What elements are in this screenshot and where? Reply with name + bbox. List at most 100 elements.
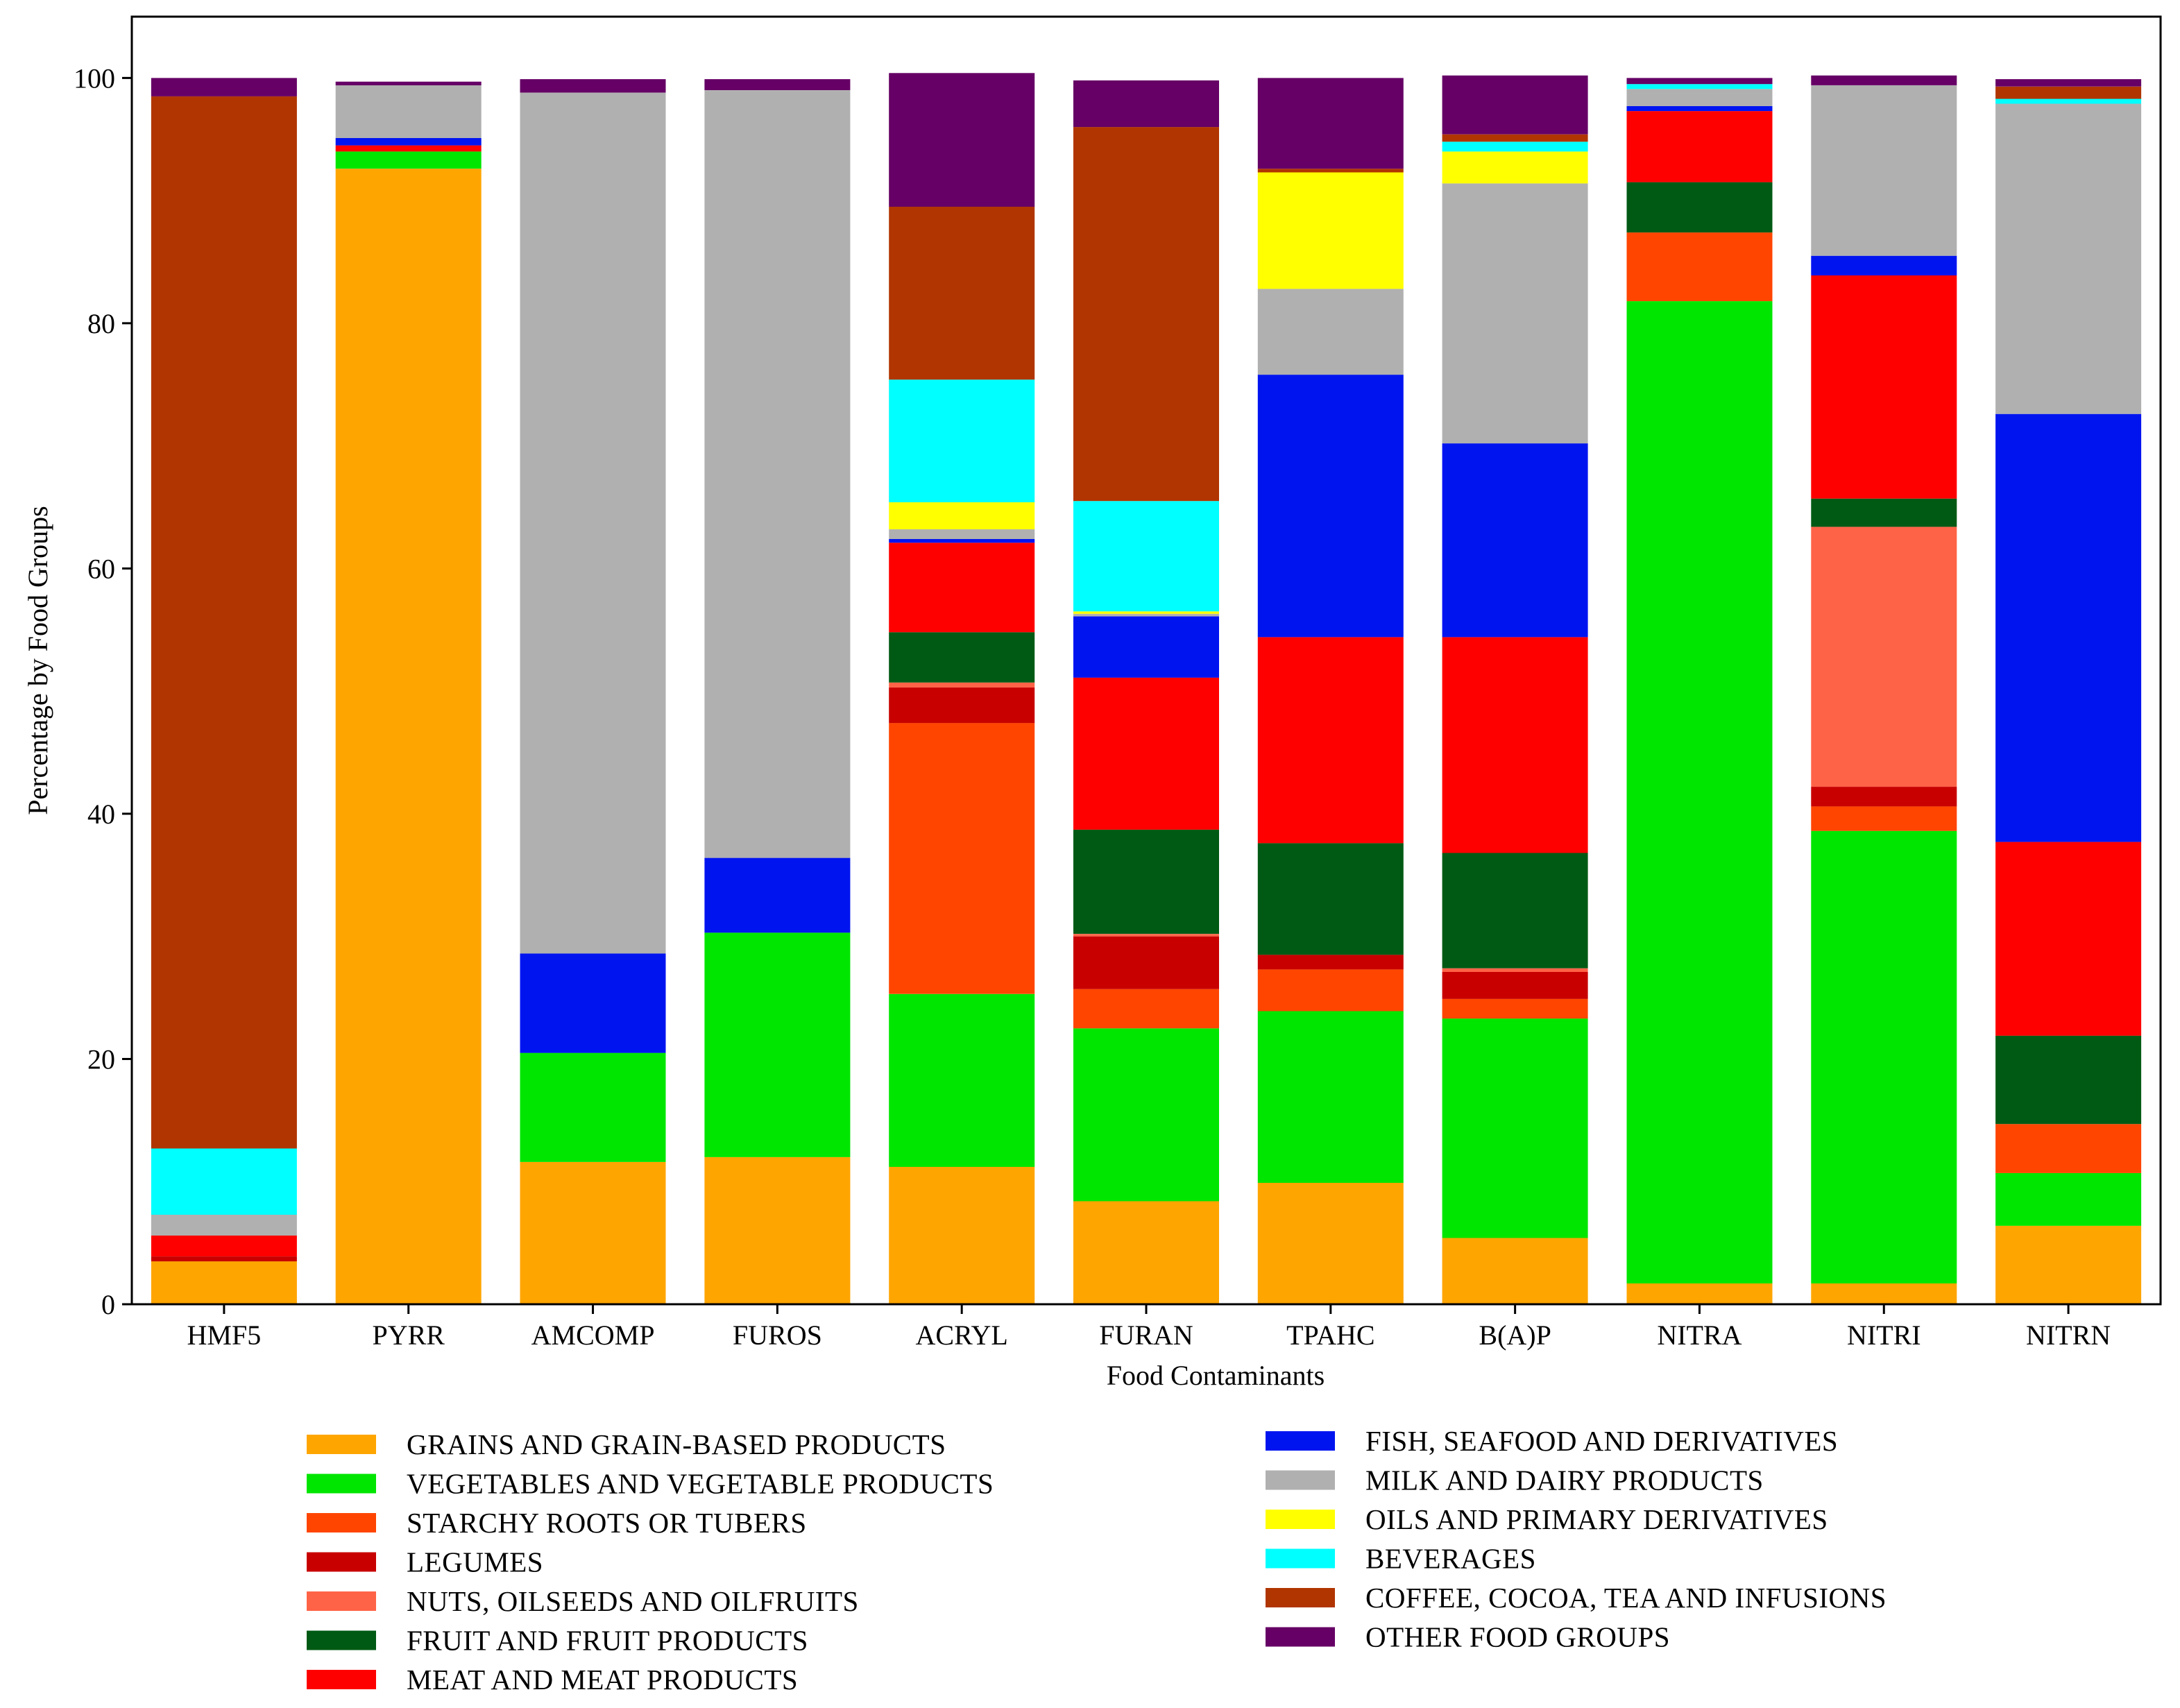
- legend-label: COFFEE, COCOA, TEA AND INFUSIONS: [1365, 1582, 1887, 1614]
- bar-segment: [1073, 613, 1219, 617]
- bar-segment: [1257, 289, 1404, 375]
- bar-segment: [1257, 169, 1404, 173]
- bar-segment: [1073, 127, 1219, 502]
- bar-segment: [704, 932, 851, 1157]
- bar-segment: [1626, 232, 1773, 302]
- bar-segment: [889, 539, 1035, 543]
- y-tick-label: 20: [87, 1043, 115, 1075]
- bar-segment: [1442, 853, 1588, 968]
- bar-segment: [1073, 616, 1219, 678]
- bar-segment: [1811, 255, 1957, 275]
- bar-segment: [1442, 1018, 1588, 1238]
- bar-layer: [151, 73, 2142, 1305]
- bar-segment: [151, 1261, 297, 1304]
- bar-segment: [1811, 498, 1957, 527]
- bar-segment: [1257, 1183, 1404, 1304]
- legend-label: MILK AND DAIRY PRODUCTS: [1365, 1464, 1764, 1496]
- bar-segment: [1442, 443, 1588, 638]
- x-tick-label: NITRN: [2026, 1320, 2111, 1351]
- bar-segment: [889, 207, 1035, 380]
- legend-swatch: [1266, 1627, 1335, 1647]
- bar-segment: [704, 857, 851, 933]
- legend-label: MEAT AND MEAT PRODUCTS: [407, 1664, 798, 1696]
- legend-swatch: [307, 1630, 376, 1650]
- bar-segment: [1442, 151, 1588, 184]
- bar-segment: [889, 632, 1035, 683]
- legend-swatch: [1266, 1588, 1335, 1607]
- y-tick-label: 100: [74, 62, 115, 94]
- bar-segment: [1995, 842, 2142, 1036]
- y-tick-label: 80: [87, 308, 115, 339]
- bar-segment: [1995, 86, 2142, 99]
- bar-segment: [1995, 1035, 2142, 1125]
- bar-segment: [1442, 968, 1588, 972]
- bar-segment: [1073, 934, 1219, 937]
- bar-segment: [1626, 1283, 1773, 1304]
- bar-segment: [1073, 829, 1219, 934]
- bar-segment: [1626, 78, 1773, 85]
- legend-swatch: [1266, 1548, 1335, 1569]
- y-tick-label: 40: [87, 799, 115, 830]
- bar-segment: [889, 502, 1035, 529]
- legend-swatch: [307, 1513, 376, 1532]
- legend: GRAINS AND GRAIN-BASED PRODUCTS VEGETABLE…: [307, 1425, 1887, 1696]
- legend-label: OTHER FOOD GROUPS: [1365, 1621, 1670, 1653]
- x-axis-title: Food Contaminants: [1107, 1360, 1325, 1391]
- bar-segment: [1626, 182, 1773, 233]
- bar-segment: [1626, 106, 1773, 112]
- bar-segment: [1811, 85, 1957, 256]
- bar-segment: [889, 687, 1035, 724]
- bar-segment: [1995, 1172, 2142, 1226]
- bar-segment: [1811, 527, 1957, 787]
- x-tick-label: AMCOMP: [531, 1320, 655, 1351]
- bar-segment: [1442, 142, 1588, 152]
- x-tick-label: ACRYL: [916, 1320, 1008, 1351]
- x-tick-label: NITRI: [1847, 1320, 1921, 1351]
- y-axis: 0 20 40 60 80 100: [74, 62, 132, 1320]
- bar-segment: [1995, 1124, 2142, 1173]
- bar-segment: [1995, 79, 2142, 87]
- bar-segment: [889, 1167, 1035, 1304]
- bar-segment: [1811, 75, 1957, 85]
- bar-segment: [1257, 637, 1404, 844]
- bar-segment: [889, 723, 1035, 994]
- bar-segment: [889, 73, 1035, 207]
- x-tick-label: NITRA: [1657, 1320, 1742, 1351]
- bar-segment: [1626, 111, 1773, 182]
- legend-label: LEGUMES: [407, 1546, 543, 1578]
- bar-segment: [1073, 501, 1219, 612]
- legend-swatch: [307, 1435, 376, 1454]
- bar-segment: [151, 78, 297, 96]
- bar-segment: [1995, 103, 2142, 414]
- bar-segment: [1257, 955, 1404, 970]
- bar-segment: [520, 1162, 666, 1304]
- bar-segment: [704, 90, 851, 858]
- bar-segment: [1073, 80, 1219, 128]
- bar-segment: [889, 993, 1035, 1167]
- bar-segment: [1073, 936, 1219, 989]
- bar-segment: [335, 81, 482, 85]
- bar-segment: [1811, 275, 1957, 499]
- bar-segment: [335, 169, 482, 1305]
- bar-segment: [1995, 99, 2142, 104]
- legend-swatch: [307, 1591, 376, 1611]
- bar-segment: [704, 1156, 851, 1304]
- bar-segment: [1442, 1238, 1588, 1304]
- x-tick-label: PYRR: [372, 1320, 445, 1351]
- bar-segment: [889, 682, 1035, 688]
- bar-segment: [520, 953, 666, 1053]
- x-tick-label: FUROS: [733, 1320, 822, 1351]
- bar-segment: [1257, 172, 1404, 289]
- bar-segment: [1073, 611, 1219, 614]
- bar-segment: [151, 1148, 297, 1215]
- bar-segment: [151, 1215, 297, 1236]
- x-tick-label: TPAHC: [1286, 1320, 1374, 1351]
- bar-segment: [1257, 843, 1404, 955]
- bar-segment: [151, 1256, 297, 1262]
- bar-segment: [1073, 677, 1219, 830]
- legend-swatch: [307, 1474, 376, 1494]
- bar-segment: [704, 79, 851, 90]
- legend-swatch: [307, 1552, 376, 1572]
- bar-segment: [1811, 830, 1957, 1283]
